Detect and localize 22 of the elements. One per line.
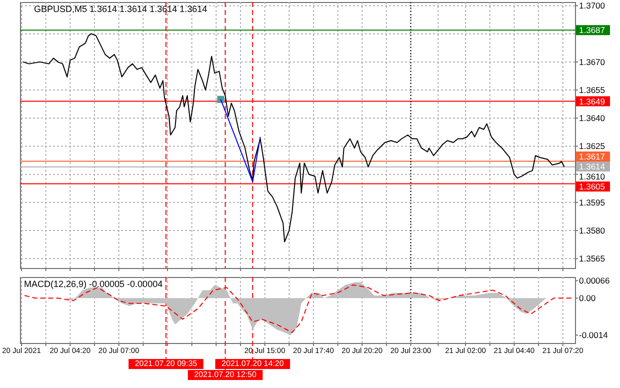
y-tick-label: 1.3595: [579, 197, 606, 208]
ref-line-label: 1.3687: [579, 25, 606, 36]
ref-line-label: 1.3617: [579, 152, 606, 162]
chart-title: GBPUSD,M5 1.3614 1.3614 1.3614 1.3614: [34, 4, 208, 14]
y-tick-label: 0.00066: [579, 276, 610, 286]
ref-line-label: 2021.07.20 09:35: [134, 359, 198, 368]
y-tick-label: 1.3610: [579, 172, 606, 182]
ref-line-label: 2021.07.20 14:20: [222, 359, 284, 368]
y-tick-label: 1.3580: [579, 226, 606, 236]
chart-title: MACD(12,26,9) -0.00005 -0.00004: [24, 279, 163, 289]
y-tick-label: 0.00: [579, 293, 596, 304]
ref-line-label: 1.3605: [579, 182, 606, 192]
ref-line-label: 2021.07.20 12:50: [194, 370, 257, 379]
ref-line-label: 1.3614: [579, 162, 606, 172]
y-tick-label: 1.3670: [579, 56, 606, 67]
y-tick-label: 1.3565: [579, 254, 606, 264]
ref-line-label: 1.3649: [579, 96, 606, 106]
y-tick-label: 1.3625: [579, 141, 606, 152]
y-tick-label: 1.3700: [579, 0, 606, 11]
y-tick-label: 1.3640: [579, 113, 606, 124]
y-tick-label: -0.0014: [579, 330, 608, 340]
y-tick-label: 1.3655: [579, 85, 606, 96]
